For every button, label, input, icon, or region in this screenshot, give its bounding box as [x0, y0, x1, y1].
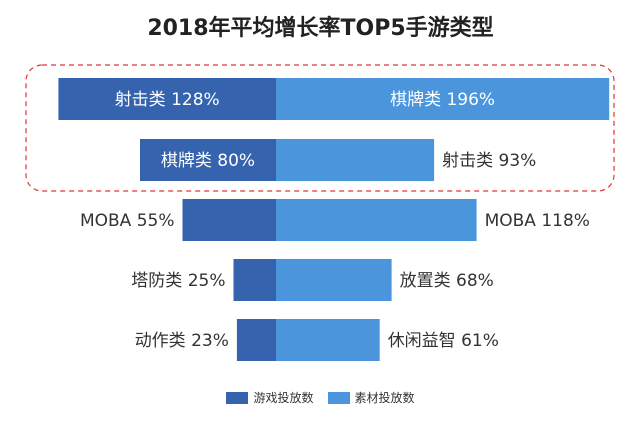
label-left-2: MOBA 55%: [80, 211, 175, 231]
bar-left-0: [58, 78, 277, 120]
chart-title: 2018年平均增长率TOP5手游类型: [147, 16, 494, 41]
bar-left-2: [182, 199, 276, 241]
label-left-3: 塔防类 25%: [131, 271, 225, 291]
bar-right-0: [276, 78, 610, 120]
highlight-frame: [25, 64, 615, 192]
legend-item-left: 游戏投放数: [226, 389, 314, 406]
bar-left-3: [233, 259, 276, 301]
label-right-3: 放置类 68%: [400, 271, 494, 291]
label-left-4: 动作类 23%: [135, 331, 229, 351]
legend-swatch-left: [226, 391, 249, 404]
label-right-4: 休闲益智 61%: [388, 331, 499, 351]
bar-right-1: [276, 139, 435, 181]
diverging-bar-chart: 射击类 128% 棋牌类 196% 棋牌类 80% 射击类 93% MOBA 55% MO…: [25, 64, 615, 361]
legend-item-right: 素材投放数: [327, 389, 415, 406]
legend-label-left: 游戏投放数: [253, 391, 314, 405]
bar-right-2: [276, 199, 477, 241]
legend: 游戏投放数 素材投放数: [0, 389, 641, 406]
legend-label-right: 素材投放数: [354, 391, 415, 405]
bar-right-4: [276, 319, 380, 361]
label-right-0: 棋牌类 196%: [390, 90, 495, 110]
legend-swatch-right: [327, 391, 350, 404]
bar-left-1: [140, 139, 276, 181]
bar-left-4: [236, 319, 276, 361]
label-left-1: 棋牌类 80%: [161, 151, 255, 171]
label-right-2: MOBA 118%: [485, 211, 590, 231]
bar-right-3: [276, 259, 392, 301]
label-left-0: 射击类 128%: [115, 90, 220, 110]
label-right-1: 射击类 93%: [442, 151, 536, 171]
